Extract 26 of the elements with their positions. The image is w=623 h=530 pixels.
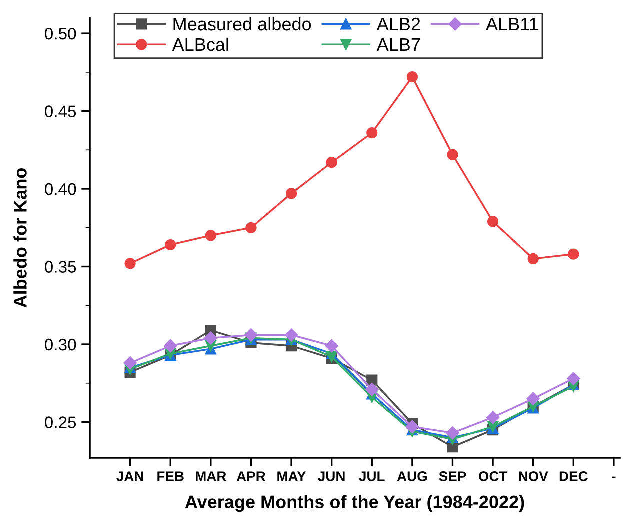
y-axis-title: Albedo for Kano: [14, 168, 27, 308]
x-axis-title: Average Months of the Year (1984-2022): [185, 495, 524, 512]
legend-label: Measured albedo: [174, 17, 312, 31]
y-tick-label: 0.45: [45, 106, 76, 118]
x-tick-label: APR: [236, 472, 266, 482]
x-tick-label: JUN: [318, 472, 345, 482]
x-tick-label: MAR: [196, 472, 226, 482]
legend-label: ALB7: [376, 38, 420, 51]
y-tick-label: 0.35: [45, 261, 76, 273]
x-tick-label: MAY: [278, 472, 306, 482]
y-tick-label: 0.25: [45, 416, 76, 428]
x-tick-label: NOV: [519, 472, 548, 482]
y-tick-label: 0.40: [45, 183, 76, 196]
legend-label: ALB11: [486, 18, 538, 31]
x-tick-label: SEP: [439, 472, 466, 482]
x-tick-label: JUL: [359, 472, 385, 482]
x-tick-label: OCT: [478, 472, 508, 482]
y-tick-label: 0.30: [45, 338, 76, 351]
x-tick-label: -: [612, 476, 616, 478]
x-tick-label: AUG: [397, 472, 428, 482]
legend-label: ALBcal: [172, 38, 228, 52]
x-tick-label: DEC: [560, 472, 588, 482]
x-tick-label: JAN: [116, 472, 144, 482]
y-tick-label: 0.50: [45, 28, 76, 40]
x-tick-label: FEB: [158, 472, 184, 482]
legend-label: ALB2: [376, 18, 420, 31]
